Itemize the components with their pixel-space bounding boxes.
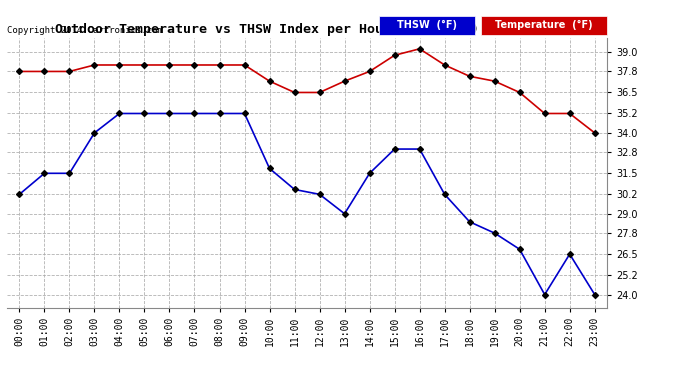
Text: Copyright 2014 Cartronics.com: Copyright 2014 Cartronics.com xyxy=(7,26,163,35)
Text: Temperature  (°F): Temperature (°F) xyxy=(495,20,593,30)
Text: THSW  (°F): THSW (°F) xyxy=(397,20,457,30)
Title: Outdoor Temperature vs THSW Index per Hour (24 Hours)  20140319: Outdoor Temperature vs THSW Index per Ho… xyxy=(55,23,559,36)
FancyBboxPatch shape xyxy=(379,16,475,35)
FancyBboxPatch shape xyxy=(481,16,607,35)
